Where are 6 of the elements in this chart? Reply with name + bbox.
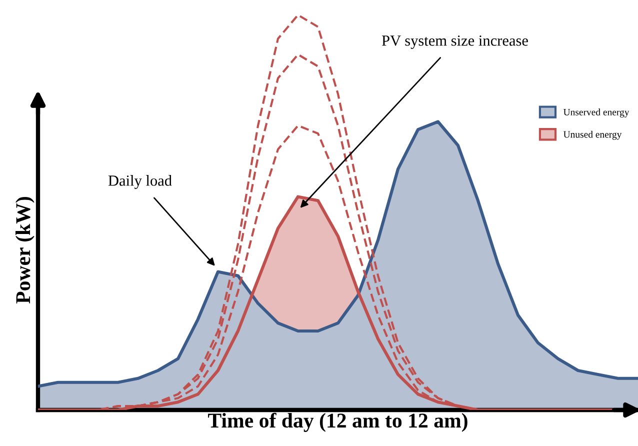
annotation: Daily load xyxy=(108,175,172,189)
y-axis-title: Power (kW) xyxy=(16,197,34,304)
annotation: PV system size increase xyxy=(382,36,528,49)
legend-label: Unserved energy xyxy=(563,108,630,118)
legend-label: Unused energy xyxy=(563,130,622,140)
x-axis-title: Time of day (12 am to 12 am) xyxy=(208,412,468,432)
